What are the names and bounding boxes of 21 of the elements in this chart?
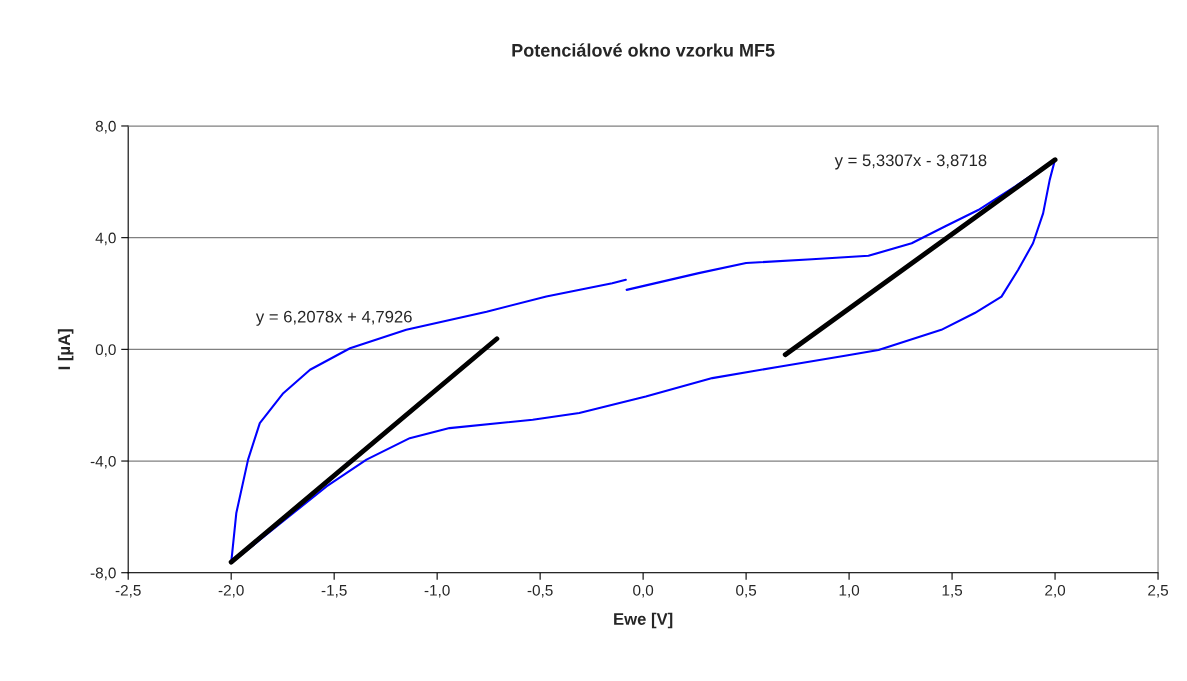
y-tick-label: 8,0 [95,120,116,134]
y-tick-label: 0,0 [95,344,116,357]
x-tick-label: -1,0 [424,584,450,598]
x-tick-label: 2,5 [1148,584,1169,598]
x-tick-label: 0,0 [633,584,654,598]
x-tick-label: 1,5 [942,585,963,598]
x-tick-label: -2,5 [115,584,141,598]
annotation: y = 5,3307x - 3,8718 [834,154,987,170]
x-tick-label: -0,5 [527,584,553,598]
chart-title: Potenciálové okno vzorku MF5 [512,43,775,57]
x-tick-label: 0,5 [736,584,757,598]
x-tick-label: 1,0 [839,584,860,598]
x-tick-label: -1,5 [321,585,347,598]
y-axis-title: I [µA] [57,329,74,370]
x-axis-title: Ewe [V] [614,612,673,629]
x-tick-label: 2,0 [1045,584,1066,598]
annotation: y = 6,2078x + 4,7926 [255,310,412,326]
y-tick-label: -4,0 [90,455,116,469]
x-tick-label: -2,0 [218,584,244,598]
y-tick-label: -8,0 [90,567,116,581]
y-tick-label: 4,0 [95,232,116,246]
